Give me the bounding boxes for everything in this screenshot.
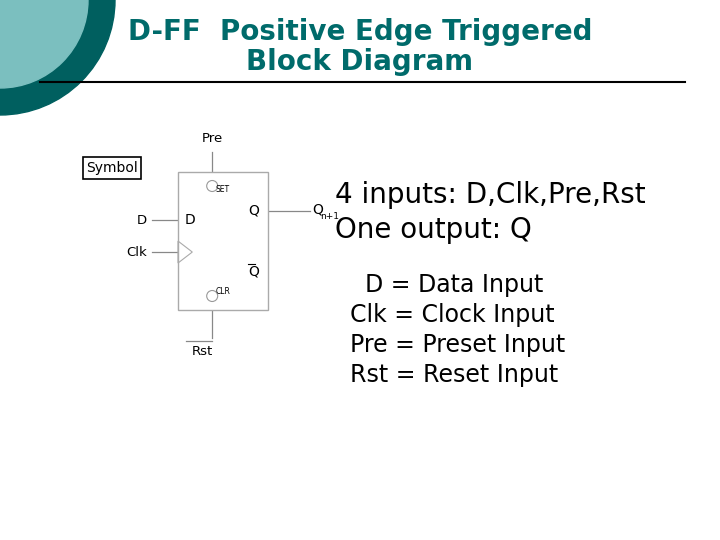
Circle shape (0, 0, 115, 115)
Bar (178, 172, 268, 310)
Text: Clk: Clk (126, 246, 147, 259)
Text: Pre: Pre (202, 132, 222, 145)
Text: Symbol: Symbol (86, 161, 138, 175)
Text: D = Data Input: D = Data Input (350, 273, 544, 297)
Text: One output: Q: One output: Q (335, 216, 532, 244)
Text: Q: Q (248, 204, 259, 218)
Bar (83, 157, 141, 179)
Text: Rst = Reset Input: Rst = Reset Input (350, 363, 558, 387)
Text: 4 inputs: D,Clk,Pre,Rst: 4 inputs: D,Clk,Pre,Rst (335, 181, 646, 209)
Text: Rst: Rst (192, 345, 213, 358)
Circle shape (207, 291, 217, 301)
Circle shape (207, 180, 217, 192)
Circle shape (0, 0, 88, 88)
Text: Pre = Preset Input: Pre = Preset Input (350, 333, 565, 357)
Text: n+1: n+1 (320, 212, 339, 221)
Text: CLR: CLR (215, 287, 230, 296)
Text: Q: Q (248, 265, 259, 278)
Text: SET: SET (215, 186, 230, 194)
Text: Clk = Clock Input: Clk = Clock Input (350, 303, 554, 327)
Text: Block Diagram: Block Diagram (246, 48, 474, 76)
Text: D: D (137, 214, 147, 227)
Text: Q: Q (312, 202, 323, 217)
Text: D-FF  Positive Edge Triggered: D-FF Positive Edge Triggered (127, 18, 593, 46)
Text: D: D (185, 213, 196, 227)
